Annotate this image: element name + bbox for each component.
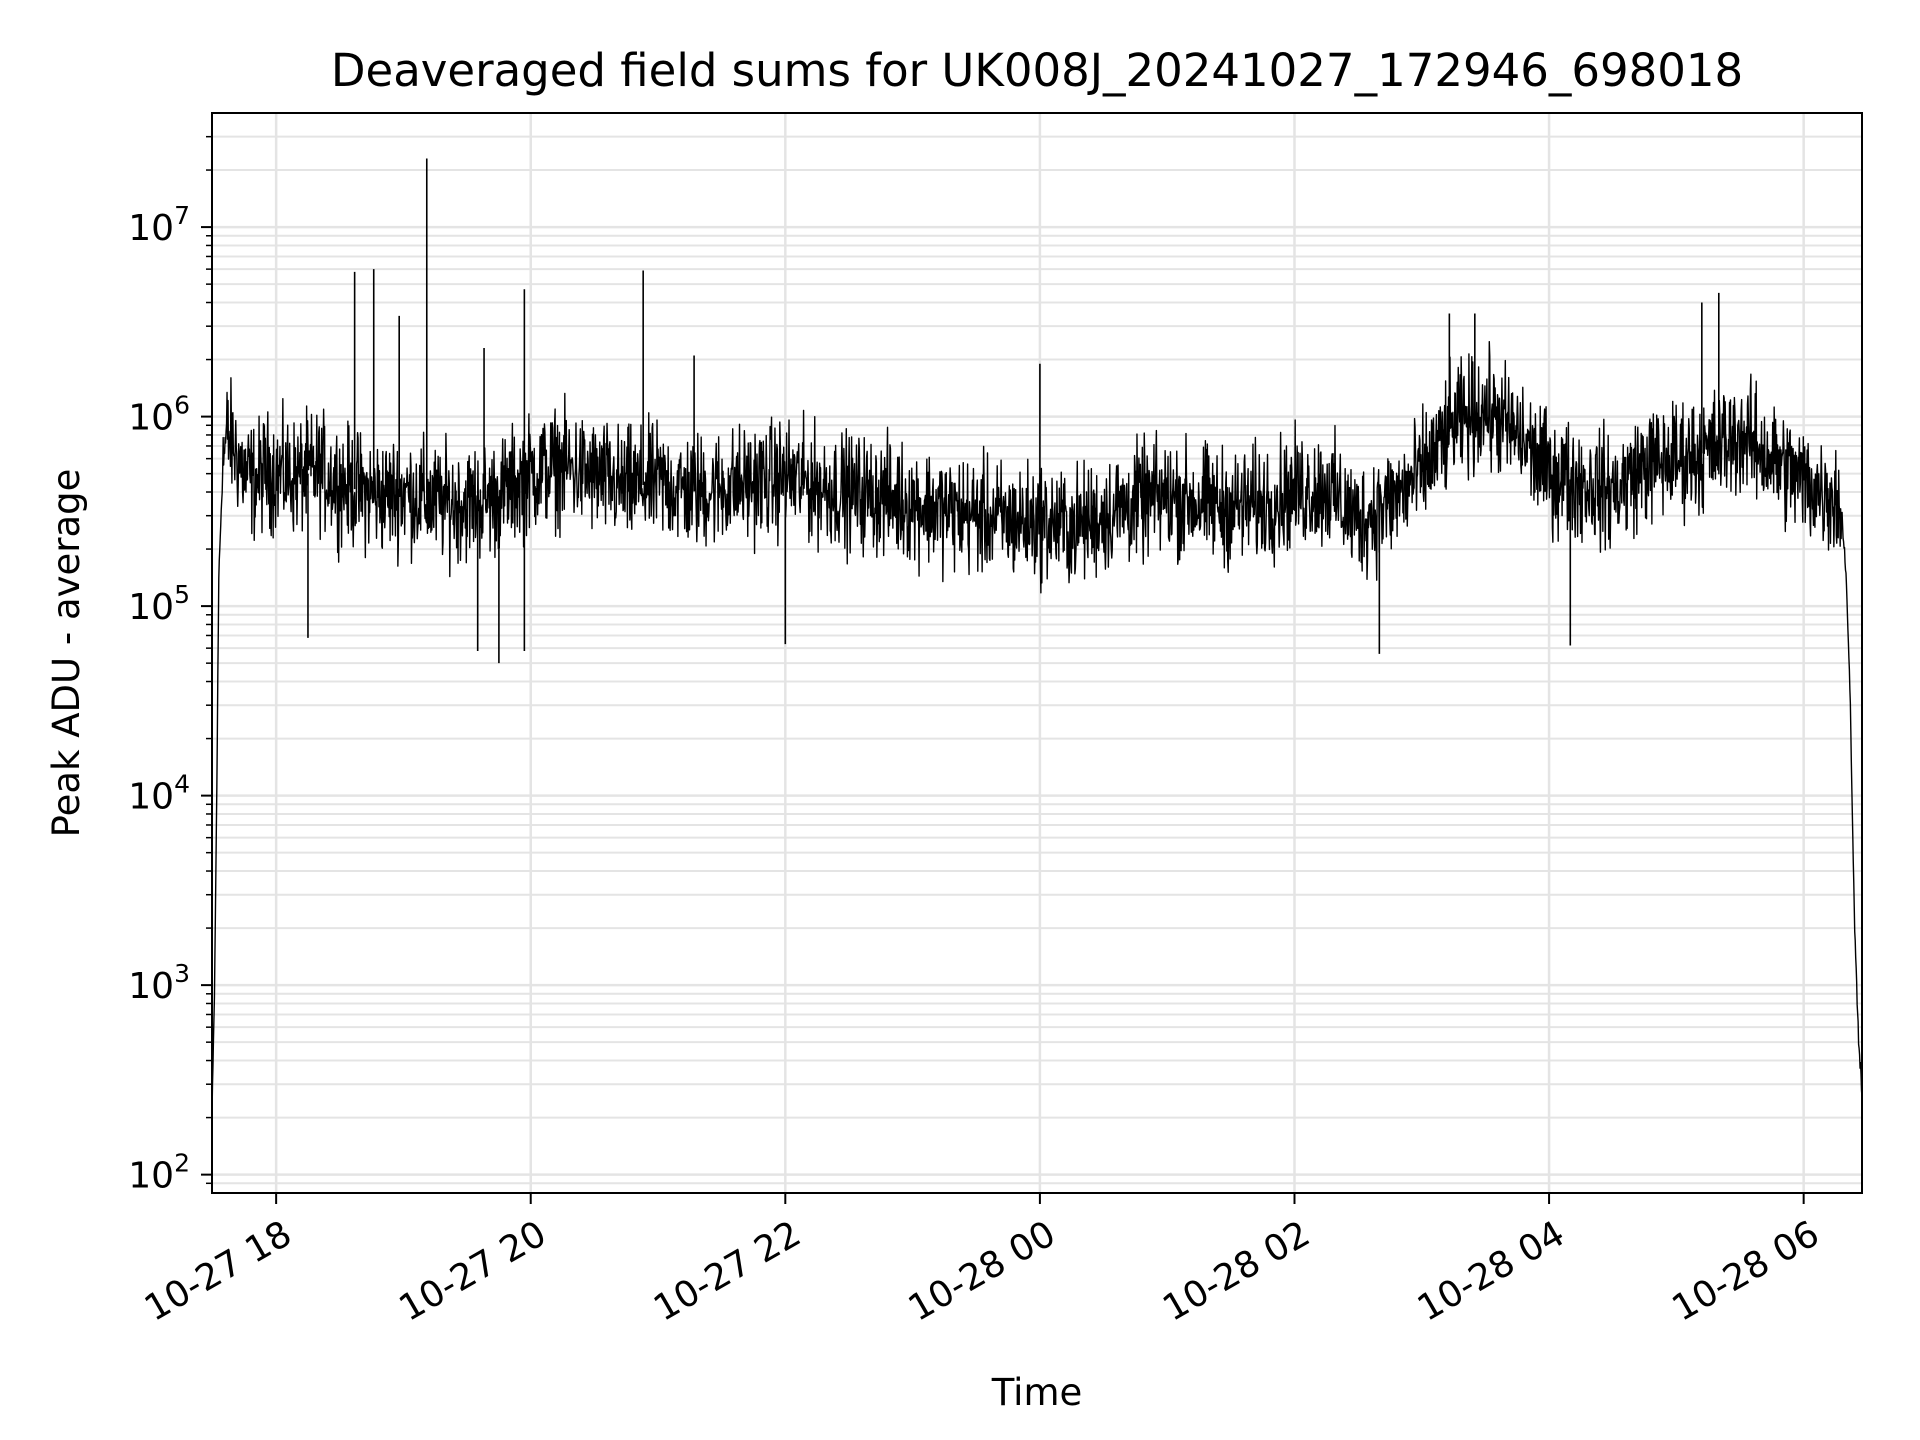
- y-tick-label: 107: [128, 201, 190, 249]
- y-tick-label: 105: [128, 580, 190, 628]
- x-axis-label: Time: [991, 1371, 1083, 1414]
- y-tick-label: 103: [128, 959, 190, 1007]
- chart-title: Deaveraged field sums for UK008J_2024102…: [331, 44, 1743, 97]
- series-group: [212, 158, 1862, 1117]
- series-line: [212, 340, 1862, 1117]
- y-tick-label: 102: [128, 1149, 190, 1197]
- y-axis-label: Peak ADU - average: [45, 469, 88, 838]
- plot-frame: [211, 112, 1863, 1194]
- grid: [212, 113, 1862, 1193]
- data-layer: [212, 158, 1862, 1117]
- y-tick-label: 106: [128, 391, 190, 439]
- y-tick-label: 104: [128, 770, 190, 818]
